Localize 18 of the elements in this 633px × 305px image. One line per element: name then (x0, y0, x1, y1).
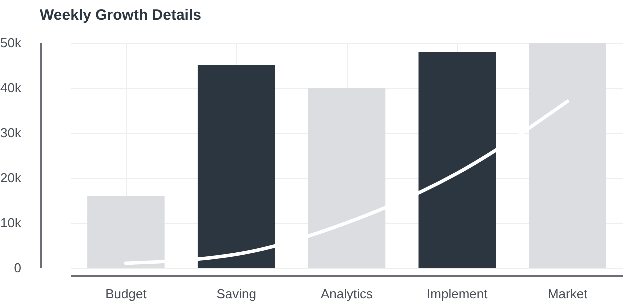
y-tick-label: 10k (0, 216, 22, 230)
x-tick-label: Analytics (320, 286, 374, 302)
y-tick-label: 40k (0, 80, 22, 96)
x-tick-label: Budget (106, 286, 148, 302)
y-tick-label: 0 (14, 260, 22, 276)
x-tick-label: Implement (427, 286, 488, 302)
x-tick-label: Saving (216, 286, 256, 302)
line-series (124, 100, 570, 266)
bar (418, 52, 496, 268)
bar (198, 66, 276, 268)
bar (529, 43, 606, 268)
bar (308, 88, 386, 268)
bar (88, 196, 165, 268)
y-tick-label: 30k (0, 126, 22, 140)
y-tick-label: 50k (0, 36, 22, 50)
chart-title: Weekly Growth Details (40, 7, 202, 24)
x-tick-label: Market (548, 286, 588, 302)
y-tick-label: 20k (0, 170, 22, 186)
